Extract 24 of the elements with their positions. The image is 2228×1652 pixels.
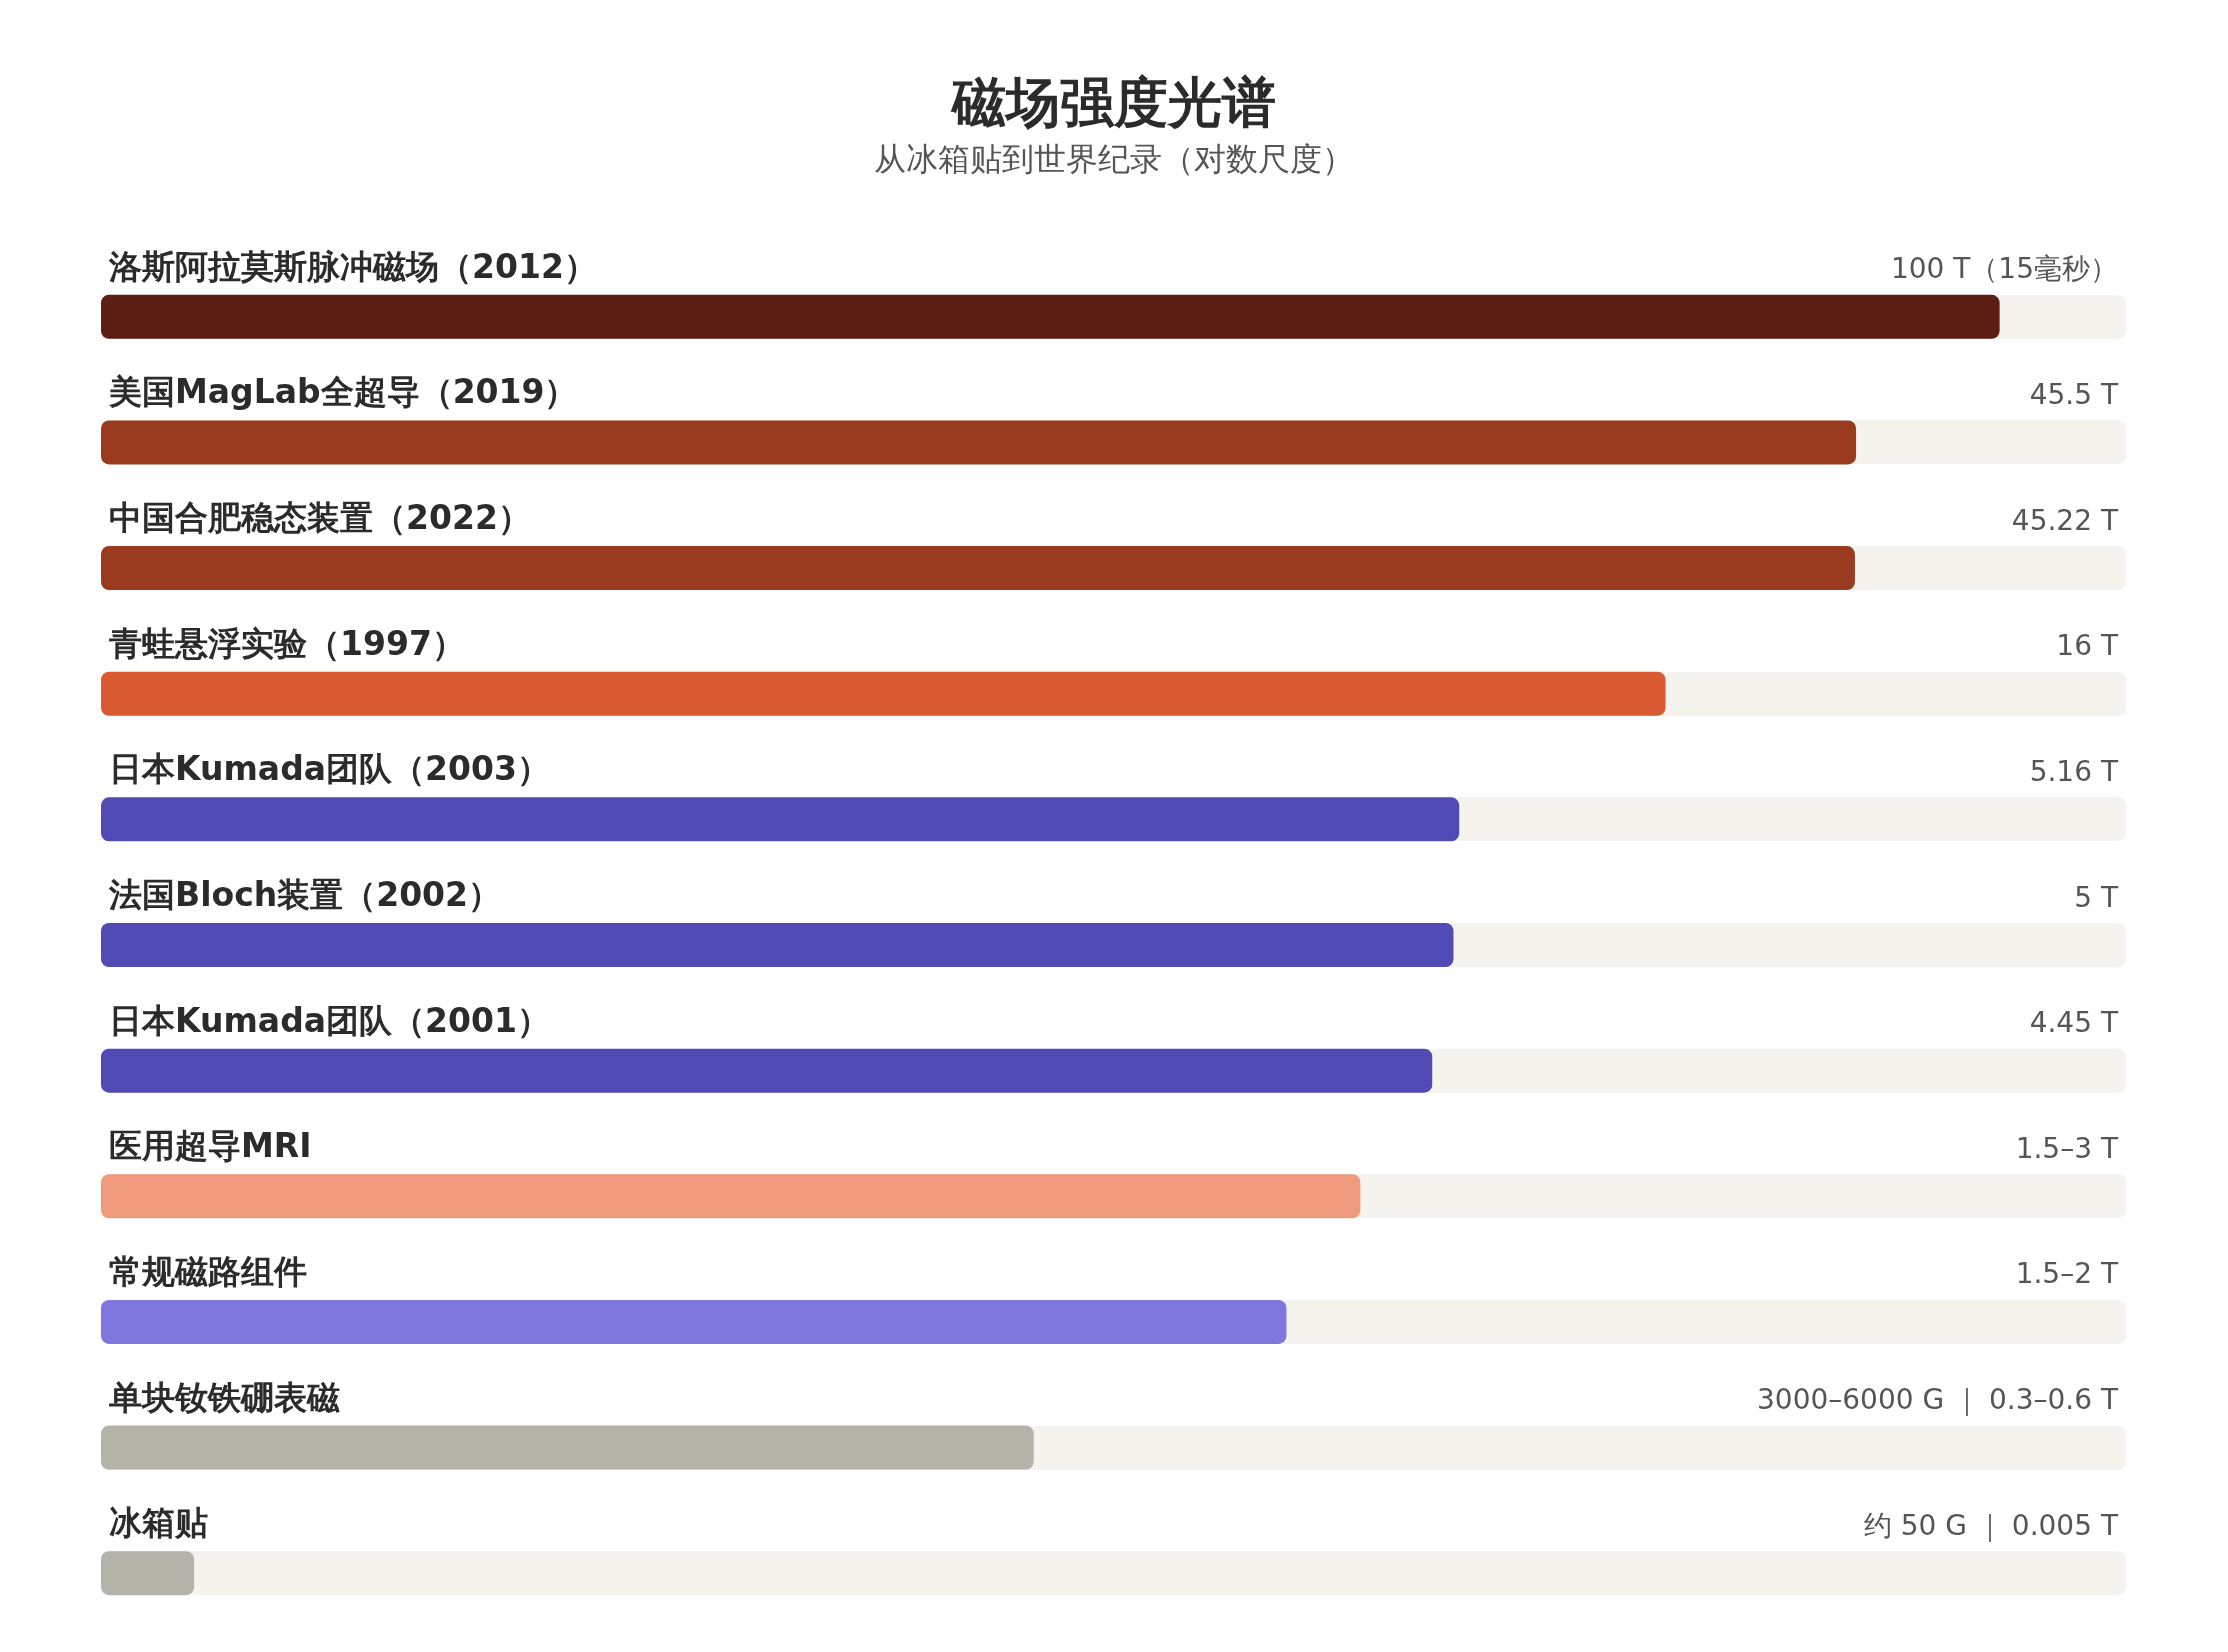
data-label: 100 T（15毫秒） xyxy=(1890,252,2118,286)
data-label: 5.16 T xyxy=(2029,754,2119,788)
y-tick-label: 日本Kumada团队（2001） xyxy=(109,1000,550,1040)
data-label: 45.5 T xyxy=(2029,377,2119,411)
data-label: 4.45 T xyxy=(2029,1006,2119,1040)
y-tick-label: 法国Bloch装置（2002） xyxy=(108,875,502,914)
y-tick-label: 美国MagLab全超导（2019） xyxy=(108,372,578,412)
y-tick-label: 洛斯阿拉莫斯脉冲磁场（2012） xyxy=(108,246,597,286)
y-tick-label: 医用超导MRI xyxy=(109,1126,312,1166)
y-tick-label: 常规磁路组件 xyxy=(109,1251,307,1291)
y-tick-label: 青蛙悬浮实验（1997） xyxy=(108,623,465,663)
y-tick-label: 中国合肥稳态装置（2022） xyxy=(109,498,531,538)
data-label: 约 50 G ｜ 0.005 T xyxy=(1863,1508,2119,1542)
data-label: 1.5–2 T xyxy=(2015,1257,2119,1291)
chart-subtitle: 从冰箱贴到世界纪录（对数尺度） xyxy=(874,140,1354,178)
y-tick-label: 单块钕铁硼表磁 xyxy=(108,1377,340,1417)
y-tick-label: 冰箱贴 xyxy=(109,1503,208,1543)
data-label: 16 T xyxy=(2056,629,2119,663)
y-tick-label: 日本Kumada团队（2003） xyxy=(109,749,550,789)
data-label: 5 T xyxy=(2074,880,2119,914)
chart-title: 磁场强度光谱 xyxy=(950,70,1276,134)
data-label: 3000–6000 G ｜ 0.3–0.6 T xyxy=(1757,1383,2119,1417)
data-label: 45.22 T xyxy=(2011,503,2119,537)
data-label: 1.5–3 T xyxy=(2015,1131,2119,1165)
